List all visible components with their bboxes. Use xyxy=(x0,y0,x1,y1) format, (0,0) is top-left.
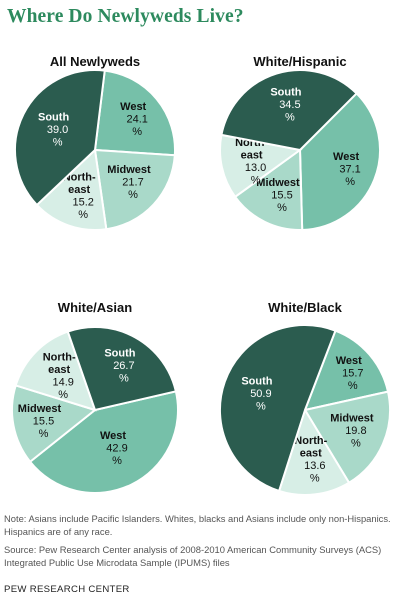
slice-label: east xyxy=(300,448,322,460)
pie-slice-northeast xyxy=(35,147,108,231)
pie-slice-west xyxy=(303,329,390,412)
slice-label: Midwest xyxy=(18,403,62,415)
pie-slice-midwest xyxy=(233,148,304,231)
slice-value: 15.5 xyxy=(33,415,54,427)
page-title: Where Do Newlyweds Live? xyxy=(7,6,244,27)
slice-percent-sign: % xyxy=(119,373,129,385)
pie-slice-south xyxy=(220,69,358,152)
pie-slice-south xyxy=(218,323,337,493)
pie-charts: All NewlywedsWest24.1%Midwest21.7%North-… xyxy=(11,54,391,496)
slice-label: east xyxy=(68,184,90,196)
slice-value: 15.5 xyxy=(271,190,292,202)
slice-value: 39.0 xyxy=(47,124,68,136)
slice-value: 50.9 xyxy=(250,388,271,400)
slice-value: 14.9 xyxy=(52,377,73,389)
slice-value: 26.7 xyxy=(113,360,134,372)
slice-percent-sign: % xyxy=(285,112,295,124)
pie-title: White/Hispanic xyxy=(253,54,346,69)
slice-percent-sign: % xyxy=(256,401,266,413)
pie-title: White/Asian xyxy=(58,300,132,315)
slice-label: Midwest xyxy=(330,413,374,425)
slice-label: North- xyxy=(63,172,96,184)
pie-slice-midwest xyxy=(93,148,176,231)
slice-value: 42.9 xyxy=(106,442,127,454)
pie-slice-west xyxy=(28,390,179,494)
slice-percent-sign: % xyxy=(39,428,49,440)
slice-label: West xyxy=(336,355,362,367)
slice-value: 13.6 xyxy=(304,460,325,472)
slice-percent-sign: % xyxy=(132,126,142,138)
slice-label: North- xyxy=(294,435,327,447)
slice-percent-sign: % xyxy=(345,176,355,188)
slice-label: South xyxy=(270,87,301,99)
slice-value: 37.1 xyxy=(339,163,360,175)
slice-label: West xyxy=(100,430,126,442)
slice-value: 21.7 xyxy=(122,177,143,189)
slice-percent-sign: % xyxy=(78,209,88,221)
slice-percent-sign: % xyxy=(251,174,261,186)
pie-slice-south xyxy=(66,326,178,412)
pie-title: All Newlyweds xyxy=(50,54,140,69)
slice-percent-sign: % xyxy=(128,189,138,201)
pie-slice-northeast xyxy=(277,407,351,496)
slice-label: North- xyxy=(43,352,76,364)
chart-credit: PEW RESEARCH CENTER xyxy=(4,584,130,595)
slice-percent-sign: % xyxy=(53,137,63,149)
slice-label: east xyxy=(48,364,70,376)
pie-slice-northeast xyxy=(14,330,97,412)
pie-title: White/Black xyxy=(268,300,342,315)
slice-percent-sign: % xyxy=(112,455,122,467)
slice-percent-sign: % xyxy=(348,380,358,392)
pie-slice-south xyxy=(14,69,106,207)
pie-slice-west xyxy=(298,92,381,231)
slice-percent-sign: % xyxy=(277,202,287,214)
slice-label: Midwest xyxy=(256,177,300,189)
pie-slice-northeast xyxy=(219,133,303,199)
slice-label: South xyxy=(241,376,272,388)
slice-value: 15.2 xyxy=(72,197,93,209)
slice-percent-sign: % xyxy=(58,389,68,401)
slice-value: 19.8 xyxy=(345,425,366,437)
chart-note: Note: Asians include Pacific Islanders. … xyxy=(4,513,391,537)
slice-value: 24.1 xyxy=(126,113,147,125)
slice-label: South xyxy=(38,112,69,124)
slice-label: east xyxy=(241,149,263,161)
slice-label: South xyxy=(104,348,135,360)
pie-slice-west xyxy=(93,69,176,157)
slice-value: 34.5 xyxy=(279,99,300,111)
pie-slice-midwest xyxy=(303,390,391,485)
slice-label: Midwest xyxy=(107,164,151,176)
slice-label: West xyxy=(333,151,359,163)
slice-value: 13.0 xyxy=(245,162,266,174)
slice-label: West xyxy=(120,101,146,113)
chart-source: Source: Pew Research Center analysis of … xyxy=(4,544,382,568)
pie-chart-2: White/HispanicWest37.1%Midwest15.5%North… xyxy=(219,54,381,231)
slice-value: 15.7 xyxy=(342,367,363,379)
slice-percent-sign: % xyxy=(351,438,361,450)
slice-percent-sign: % xyxy=(310,473,320,485)
